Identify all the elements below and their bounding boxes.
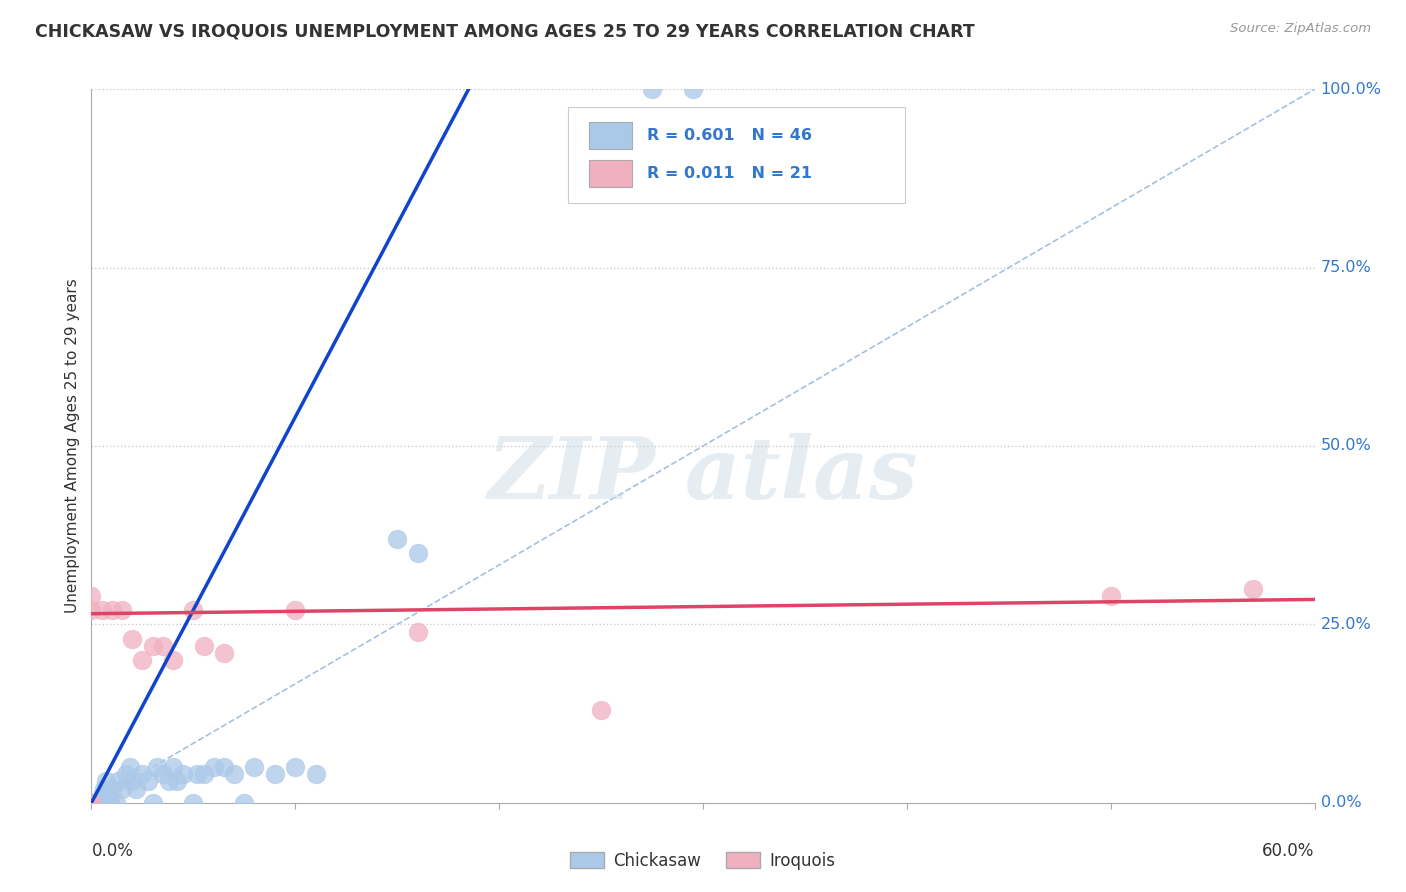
Point [101,603,124,617]
Text: R = 0.011   N = 21: R = 0.011 N = 21 [647,166,811,181]
Point [97,789,120,803]
Point [222,767,246,781]
Legend: Chickasaw, Iroquois: Chickasaw, Iroquois [564,846,842,877]
Text: 75.0%: 75.0% [1320,260,1371,275]
Point [183,796,205,810]
Point [141,796,163,810]
Point [202,760,225,774]
Point [162,653,184,667]
Point [284,760,307,774]
Point [212,760,235,774]
Point [104,796,127,810]
Point [89,796,111,810]
Point [80,796,103,810]
Point [406,624,429,639]
Point [80,796,103,810]
Point [121,632,143,646]
Point [98,796,121,810]
Point [591,703,613,717]
Text: 0.0%: 0.0% [1320,796,1361,810]
Point [94,774,117,789]
Point [86,796,108,810]
Point [101,781,124,796]
Point [1099,589,1122,603]
Point [284,603,307,617]
Point [243,760,266,774]
Point [682,82,704,96]
Text: 100.0%: 100.0% [1320,82,1382,96]
Point [141,639,163,653]
FancyBboxPatch shape [589,122,633,149]
Point [138,774,160,789]
Point [264,767,287,781]
Point [80,796,103,810]
Point [107,774,129,789]
Point [125,781,148,796]
Text: 50.0%: 50.0% [1320,439,1371,453]
Point [145,760,167,774]
Point [152,767,174,781]
Point [186,767,208,781]
Point [111,603,134,617]
Point [121,774,143,789]
Text: 60.0%: 60.0% [1263,842,1315,860]
Point [385,532,409,546]
Point [193,767,215,781]
Point [80,796,103,810]
Point [193,639,215,653]
Point [80,603,103,617]
Point [120,760,142,774]
Point [93,781,115,796]
Point [166,774,188,789]
Point [304,767,326,781]
Point [162,760,184,774]
Point [90,603,112,617]
Point [641,82,664,96]
FancyBboxPatch shape [589,160,633,187]
Point [111,781,134,796]
Point [82,796,104,810]
Text: ZIP atlas: ZIP atlas [488,433,918,516]
Point [212,646,235,660]
Text: 0.0%: 0.0% [91,842,134,860]
Text: Source: ZipAtlas.com: Source: ZipAtlas.com [1230,22,1371,36]
Y-axis label: Unemployment Among Ages 25 to 29 years: Unemployment Among Ages 25 to 29 years [65,278,80,614]
Text: CHICKASAW VS IROQUOIS UNEMPLOYMENT AMONG AGES 25 TO 29 YEARS CORRELATION CHART: CHICKASAW VS IROQUOIS UNEMPLOYMENT AMONG… [35,22,974,40]
Point [131,653,153,667]
Point [84,796,107,810]
FancyBboxPatch shape [568,107,905,203]
Point [183,603,205,617]
Point [115,767,138,781]
Text: R = 0.601   N = 46: R = 0.601 N = 46 [647,128,811,143]
Point [172,767,194,781]
Point [131,767,153,781]
Point [1243,582,1265,596]
Point [233,796,256,810]
Point [80,796,103,810]
Text: 25.0%: 25.0% [1320,617,1371,632]
Point [80,796,103,810]
Point [80,796,103,810]
Point [157,774,180,789]
Point [406,546,429,560]
Point [152,639,174,653]
Point [90,789,112,803]
Point [80,796,103,810]
Point [80,589,103,603]
